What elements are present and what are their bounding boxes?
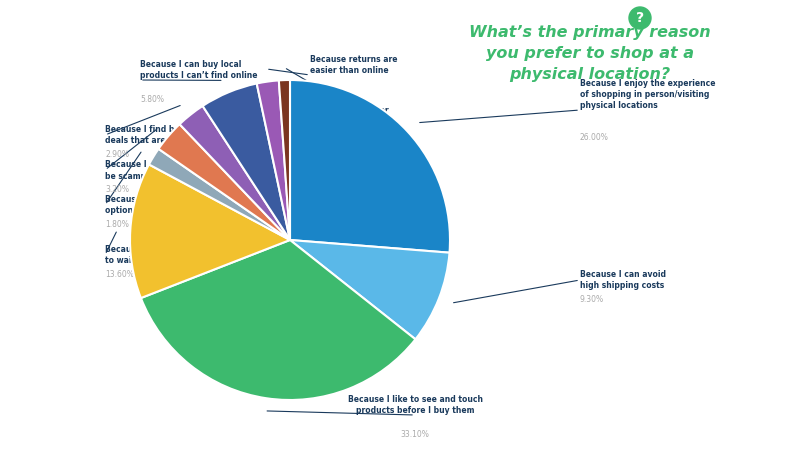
Text: 1.80%: 1.80%	[105, 220, 129, 229]
Text: 2.20%: 2.20%	[310, 90, 334, 99]
Text: 33.10%: 33.10%	[250, 320, 305, 333]
Text: Because I like to see and touch
products before I buy them: Because I like to see and touch products…	[347, 395, 482, 415]
Wedge shape	[257, 81, 290, 240]
Text: Because returns are
easier than online: Because returns are easier than online	[310, 55, 398, 75]
Circle shape	[629, 7, 651, 29]
Wedge shape	[130, 164, 290, 298]
Text: 5.80%: 5.80%	[140, 95, 164, 104]
Text: Because I am less likely to
be scammed/defrauded: Because I am less likely to be scammed/d…	[105, 160, 219, 180]
Text: 33.10%: 33.10%	[401, 430, 430, 439]
Text: ?: ?	[636, 11, 644, 25]
Text: 13.60%: 13.60%	[105, 270, 134, 279]
Wedge shape	[202, 84, 290, 240]
Text: 3.20%: 3.20%	[105, 185, 129, 194]
Wedge shape	[279, 80, 290, 240]
Wedge shape	[149, 149, 290, 240]
Text: Other: Other	[365, 106, 390, 115]
Text: Because I can avoid
high shipping costs: Because I can avoid high shipping costs	[580, 270, 666, 290]
Text: 9.30%: 9.30%	[580, 295, 604, 304]
Text: Because I enjoy the experience
of shopping in person/visiting
physical locations: Because I enjoy the experience of shoppi…	[580, 79, 715, 110]
Text: Because I can buy local
products I can’t find online: Because I can buy local products I can’t…	[140, 60, 258, 80]
Text: 1.10%: 1.10%	[365, 122, 389, 131]
Text: What’s the primary reason
you prefer to shop at a
physical location?: What’s the primary reason you prefer to …	[469, 25, 711, 82]
Wedge shape	[290, 240, 450, 339]
Text: 2.90%: 2.90%	[105, 150, 129, 159]
Wedge shape	[141, 240, 415, 400]
Text: Because I find better
deals that aren’t online: Because I find better deals that aren’t …	[105, 125, 207, 145]
Wedge shape	[179, 106, 290, 240]
Text: 13.60%: 13.60%	[166, 228, 222, 241]
Text: 26.00%: 26.00%	[580, 132, 609, 141]
Text: 9.30%: 9.30%	[354, 267, 399, 280]
Wedge shape	[158, 124, 290, 240]
Text: Because I have no other
option for getting what I need: Because I have no other option for getti…	[105, 195, 236, 215]
Wedge shape	[290, 80, 450, 253]
Text: 26.00%: 26.00%	[330, 171, 386, 184]
Text: Because I don’t want
to wait for delivery: Because I don’t want to wait for deliver…	[105, 245, 196, 265]
